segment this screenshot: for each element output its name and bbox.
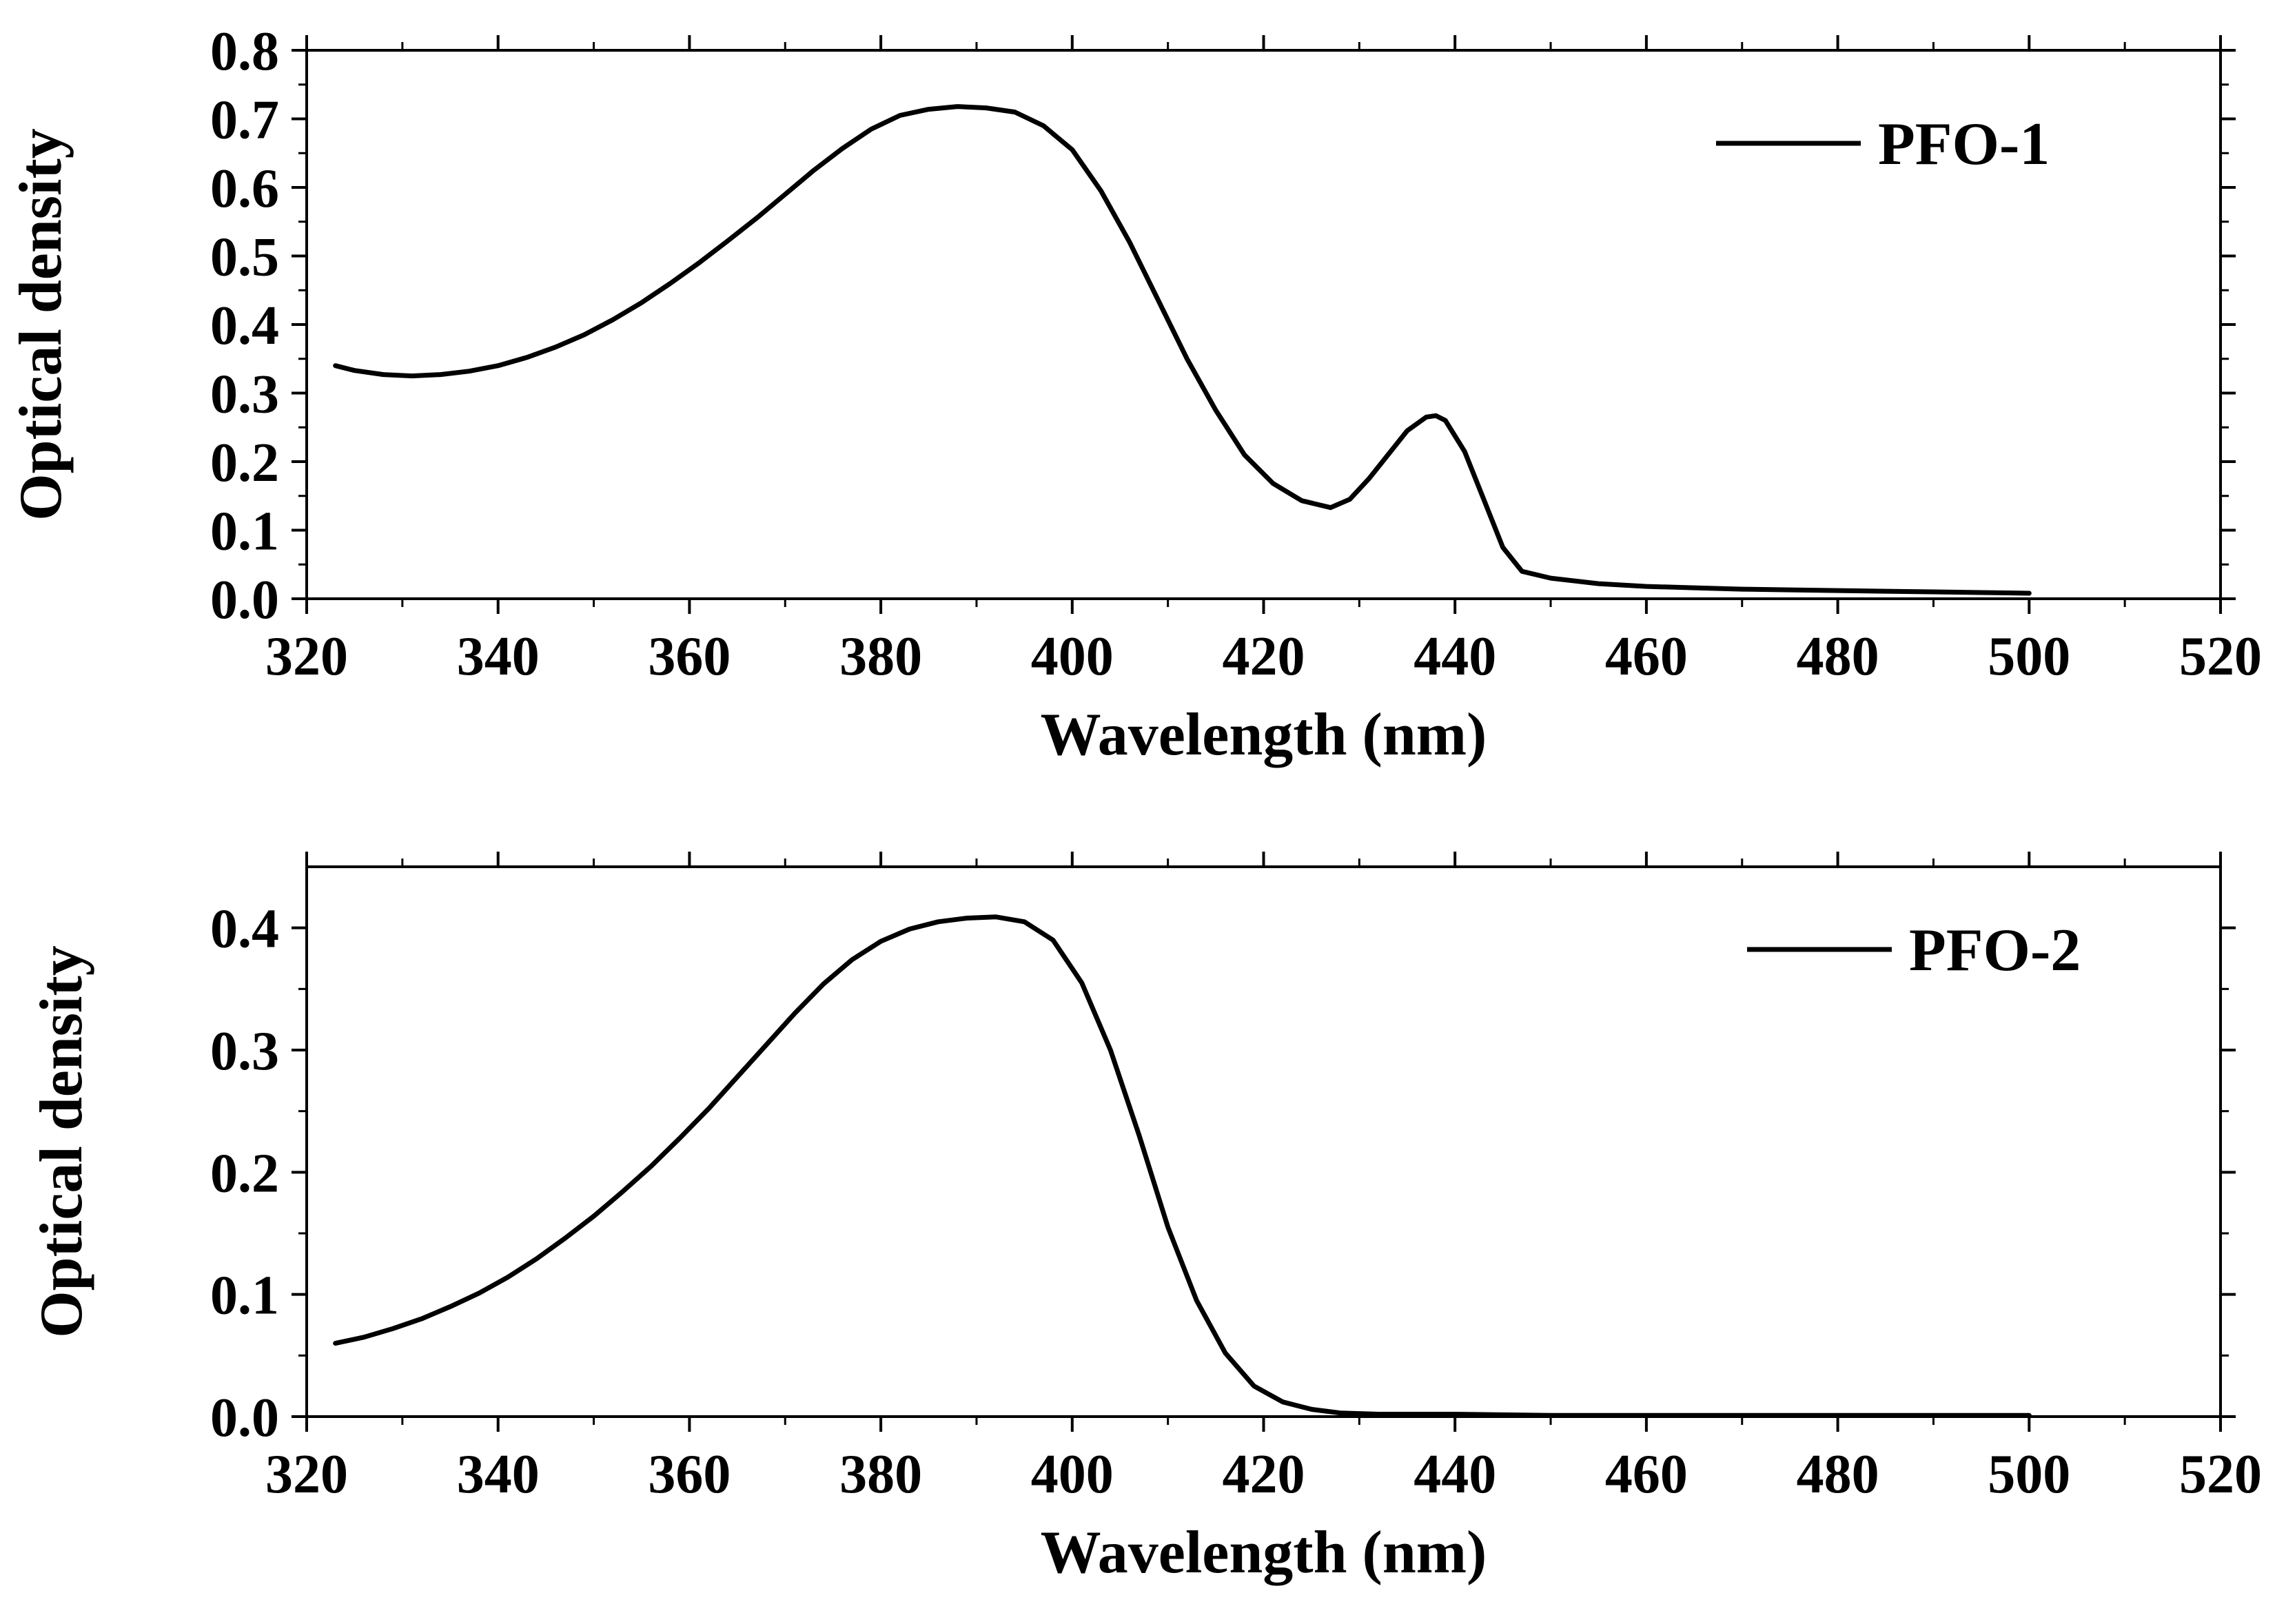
x-tick-label: 420 (1223, 626, 1305, 687)
y-tick-label: 0.4 (210, 899, 279, 960)
x-tick-label: 460 (1605, 626, 1688, 687)
x-axis-title: Wavelength (nm) (1041, 1519, 1487, 1586)
x-tick-label: 380 (839, 1444, 922, 1505)
legend-label: PFO-2 (1909, 917, 2081, 984)
chart-pfo-2: 320 340 360 380 400 420 440 460 480 500 520 0.0 0.1 0… (28, 852, 2262, 1586)
legend-label: PFO-1 (1878, 111, 2050, 178)
x-tick-label: 520 (2179, 1444, 2262, 1505)
y-tick-label: 0.3 (210, 364, 279, 425)
y-tick-label: 0.5 (210, 227, 279, 288)
x-tick-label: 460 (1605, 1444, 1688, 1505)
x-tick-label: 400 (1031, 626, 1114, 687)
x-tick-label: 420 (1223, 1444, 1305, 1505)
x-tick-label: 440 (1414, 626, 1496, 687)
series-line-pfo-1 (333, 104, 2032, 596)
y-tick-label: 0.2 (210, 433, 279, 493)
y-tick-label: 0.2 (210, 1143, 279, 1204)
y-tick-label: 0.6 (210, 158, 279, 219)
y-axis-title: Optical density (28, 945, 95, 1338)
y-tick-label: 0.7 (210, 90, 279, 151)
y-tick-label: 0.8 (210, 21, 279, 82)
y-tick-label: 0.0 (210, 1388, 279, 1448)
x-tick-label: 500 (1988, 1444, 2070, 1505)
x-tick-label: 480 (1797, 626, 1879, 687)
x-tick-label: 360 (648, 626, 731, 687)
x-tick-label: 320 (265, 626, 348, 687)
x-tick-label: 360 (648, 1444, 731, 1505)
x-tick-label: 320 (265, 1444, 348, 1505)
y-axis-title: Optical density (8, 128, 74, 521)
y-tick-label: 0.0 (210, 570, 279, 630)
y-tick-label: 0.1 (210, 502, 279, 562)
chart-pfo-1: 320 340 360 380 400 420 440 460 480 500 520 0.0 0.1 0… (8, 21, 2262, 768)
x-tick-label: 340 (457, 626, 540, 687)
y-tick-label: 0.3 (210, 1021, 279, 1082)
y-tick-label: 0.1 (210, 1266, 279, 1326)
y-tick-label: 0.4 (210, 296, 279, 356)
x-tick-label: 440 (1414, 1444, 1496, 1505)
x-tick-label: 520 (2179, 626, 2262, 687)
x-tick-label: 480 (1797, 1444, 1879, 1505)
series-line-pfo-2 (333, 914, 2032, 1418)
x-tick-label: 340 (457, 1444, 540, 1505)
x-tick-label: 500 (1988, 626, 2070, 687)
x-tick-label: 380 (839, 626, 922, 687)
x-tick-label: 400 (1031, 1444, 1114, 1505)
x-axis-title: Wavelength (nm) (1041, 701, 1487, 768)
